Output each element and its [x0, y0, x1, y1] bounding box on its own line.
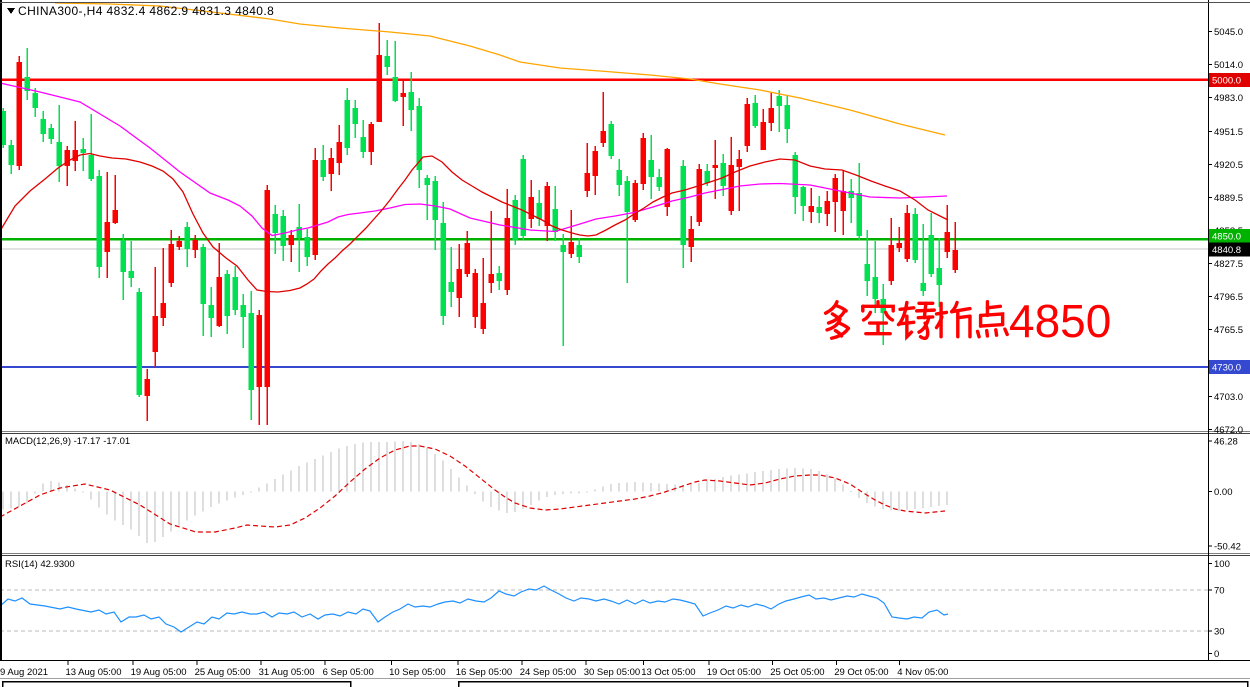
svg-text:MACD(12,26,9) -17.17 -17.01: MACD(12,26,9) -17.17 -17.01: [5, 436, 130, 447]
svg-text:19 Oct 05:00: 19 Oct 05:00: [707, 667, 761, 678]
svg-text:4703.0: 4703.0: [1214, 392, 1243, 403]
svg-text:46.28: 46.28: [1214, 437, 1238, 448]
svg-text:25 Aug 05:00: 25 Aug 05:00: [195, 667, 251, 678]
svg-text:13 Aug 05:00: 13 Aug 05:00: [66, 667, 122, 678]
svg-text:4983.0: 4983.0: [1214, 93, 1243, 104]
svg-text:4850: 4850: [1009, 295, 1111, 347]
svg-text:4672.0: 4672.0: [1214, 425, 1243, 436]
svg-text:0.00: 0.00: [1214, 487, 1233, 498]
svg-text:4920.5: 4920.5: [1214, 160, 1243, 171]
svg-text:4840.8: 4840.8: [1212, 245, 1241, 256]
svg-text:4951.5: 4951.5: [1214, 127, 1243, 138]
svg-text:70: 70: [1214, 585, 1225, 596]
svg-text:4889.5: 4889.5: [1214, 193, 1243, 204]
svg-text:16 Sep 05:00: 16 Sep 05:00: [456, 667, 513, 678]
svg-text:6 Sep 05:00: 6 Sep 05:00: [323, 667, 374, 678]
svg-text:CHINA300-,H4 4832.4 4862.9 48: CHINA300-,H4 4832.4 4862.9 4831.3 4840.8: [18, 4, 274, 18]
svg-text:30 Sep 05:00: 30 Sep 05:00: [584, 667, 641, 678]
svg-text:RSI(14) 42.9300: RSI(14) 42.9300: [5, 559, 75, 570]
svg-text:25 Oct 05:00: 25 Oct 05:00: [770, 667, 824, 678]
svg-text:29 Oct 05:00: 29 Oct 05:00: [834, 667, 888, 678]
svg-text:5014.0: 5014.0: [1214, 60, 1243, 71]
svg-text:4730.0: 4730.0: [1212, 363, 1241, 374]
svg-text:4850.0: 4850.0: [1212, 232, 1241, 243]
svg-text:4796.5: 4796.5: [1214, 292, 1243, 303]
svg-text:4 Nov 05:00: 4 Nov 05:00: [897, 667, 948, 678]
svg-text:4765.5: 4765.5: [1214, 325, 1243, 336]
svg-text:-50.42: -50.42: [1214, 542, 1241, 553]
svg-text:5000.0: 5000.0: [1212, 76, 1241, 87]
svg-text:0: 0: [1214, 649, 1219, 660]
svg-text:31 Aug 05:00: 31 Aug 05:00: [259, 667, 315, 678]
svg-text:5045.0: 5045.0: [1214, 27, 1243, 38]
svg-text:100: 100: [1214, 559, 1230, 570]
svg-text:19 Aug 05:00: 19 Aug 05:00: [131, 667, 187, 678]
svg-text:24 Sep 05:00: 24 Sep 05:00: [520, 667, 577, 678]
svg-text:9 Aug 2021: 9 Aug 2021: [0, 667, 48, 678]
svg-text:10 Sep 05:00: 10 Sep 05:00: [389, 667, 446, 678]
svg-text:13 Oct 05:00: 13 Oct 05:00: [641, 667, 695, 678]
svg-text:30: 30: [1214, 626, 1225, 637]
svg-text:4827.5: 4827.5: [1214, 259, 1243, 270]
